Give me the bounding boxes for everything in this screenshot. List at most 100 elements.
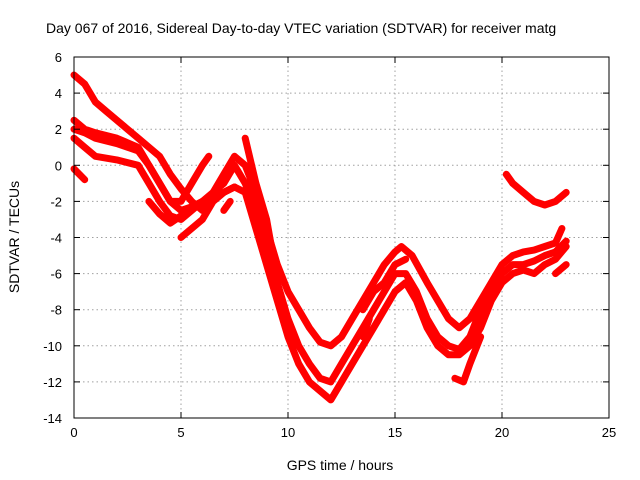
- data-point: [338, 360, 345, 367]
- data-point: [381, 288, 388, 295]
- data-point: [338, 333, 345, 340]
- data-point: [424, 279, 431, 286]
- data-point: [242, 135, 249, 142]
- y-tick-label: -12: [43, 375, 62, 390]
- data-point: [199, 216, 206, 223]
- series-8: [220, 197, 234, 214]
- data-point: [280, 306, 287, 313]
- data-point: [103, 108, 110, 115]
- data-point: [81, 126, 88, 133]
- data-point: [113, 135, 120, 142]
- y-tick-label: -6: [50, 267, 62, 282]
- data-point: [370, 279, 377, 286]
- data-point: [456, 324, 463, 331]
- data-point: [167, 198, 174, 205]
- y-tick-label: -4: [50, 231, 62, 246]
- data-point: [477, 324, 484, 331]
- data-point: [424, 324, 431, 331]
- data-point: [541, 243, 548, 250]
- data-point: [252, 207, 259, 214]
- series-14: [359, 255, 410, 314]
- data-point: [531, 198, 538, 205]
- series-10: [241, 134, 277, 260]
- y-tick-label: -10: [43, 339, 62, 354]
- data-point: [156, 153, 163, 160]
- series-12: [451, 333, 485, 386]
- data-point: [135, 144, 142, 151]
- series-trace: [241, 134, 277, 260]
- data-point: [306, 360, 313, 367]
- series-5: [145, 197, 185, 227]
- data-point: [92, 129, 99, 136]
- data-point: [231, 183, 238, 190]
- data-point: [402, 270, 409, 277]
- data-point: [295, 342, 302, 349]
- data-point: [381, 306, 388, 313]
- series-4: [70, 116, 213, 205]
- data-point: [167, 171, 174, 178]
- data-point: [92, 153, 99, 160]
- series-trace: [451, 333, 485, 386]
- y-axis-label: SDTVAR / TECUs: [6, 181, 22, 293]
- data-point: [199, 198, 206, 205]
- data-point: [409, 252, 416, 259]
- data-point: [252, 180, 259, 187]
- series-trace: [70, 116, 213, 205]
- data-point: [220, 180, 227, 187]
- data-point: [477, 306, 484, 313]
- data-point: [488, 297, 495, 304]
- data-point: [456, 351, 463, 358]
- data-point: [113, 117, 120, 124]
- x-tick-label: 5: [177, 425, 184, 440]
- y-tick-label: 0: [55, 158, 62, 173]
- data-point: [392, 288, 398, 295]
- data-point: [370, 306, 377, 313]
- data-point: [499, 279, 505, 286]
- data-point: [295, 360, 302, 367]
- data-point: [392, 248, 398, 255]
- data-point: [178, 198, 184, 205]
- series-9: [246, 170, 288, 314]
- data-point: [156, 211, 163, 218]
- data-point: [349, 342, 356, 349]
- data-point: [317, 375, 324, 382]
- data-point: [509, 180, 516, 187]
- data-point: [434, 297, 441, 304]
- data-point: [381, 279, 388, 286]
- data-point: [188, 225, 195, 232]
- data-point: [242, 180, 249, 187]
- series-trace: [359, 315, 373, 341]
- data-point: [220, 189, 227, 196]
- data-point: [231, 153, 238, 160]
- y-tick-label: 2: [55, 122, 62, 137]
- data-point: [327, 378, 334, 385]
- data-point: [381, 261, 388, 268]
- y-tick-label: 4: [55, 86, 62, 101]
- data-point: [156, 180, 163, 187]
- y-tick-label: -8: [50, 303, 62, 318]
- series-trace: [177, 183, 238, 241]
- data-point: [402, 279, 409, 286]
- data-point: [509, 252, 516, 259]
- data-point: [466, 360, 473, 367]
- data-point: [285, 333, 291, 340]
- data-point: [156, 198, 163, 205]
- data-point: [145, 162, 152, 169]
- data-point: [370, 288, 377, 295]
- chart-title: Day 067 of 2016, Sidereal Day-to-day VTE…: [46, 20, 556, 36]
- data-point: [520, 248, 527, 255]
- data-point: [541, 202, 548, 209]
- x-tick-label: 25: [602, 425, 616, 440]
- data-point: [188, 207, 195, 214]
- series-trace: [145, 197, 185, 227]
- data-point: [531, 247, 538, 254]
- x-tick-label: 15: [388, 425, 402, 440]
- data-point: [460, 378, 467, 385]
- data-point: [306, 324, 313, 331]
- data-point: [563, 261, 570, 268]
- data-point: [188, 180, 195, 187]
- data-point: [499, 270, 505, 277]
- data-point: [552, 239, 559, 246]
- data-point: [402, 256, 409, 263]
